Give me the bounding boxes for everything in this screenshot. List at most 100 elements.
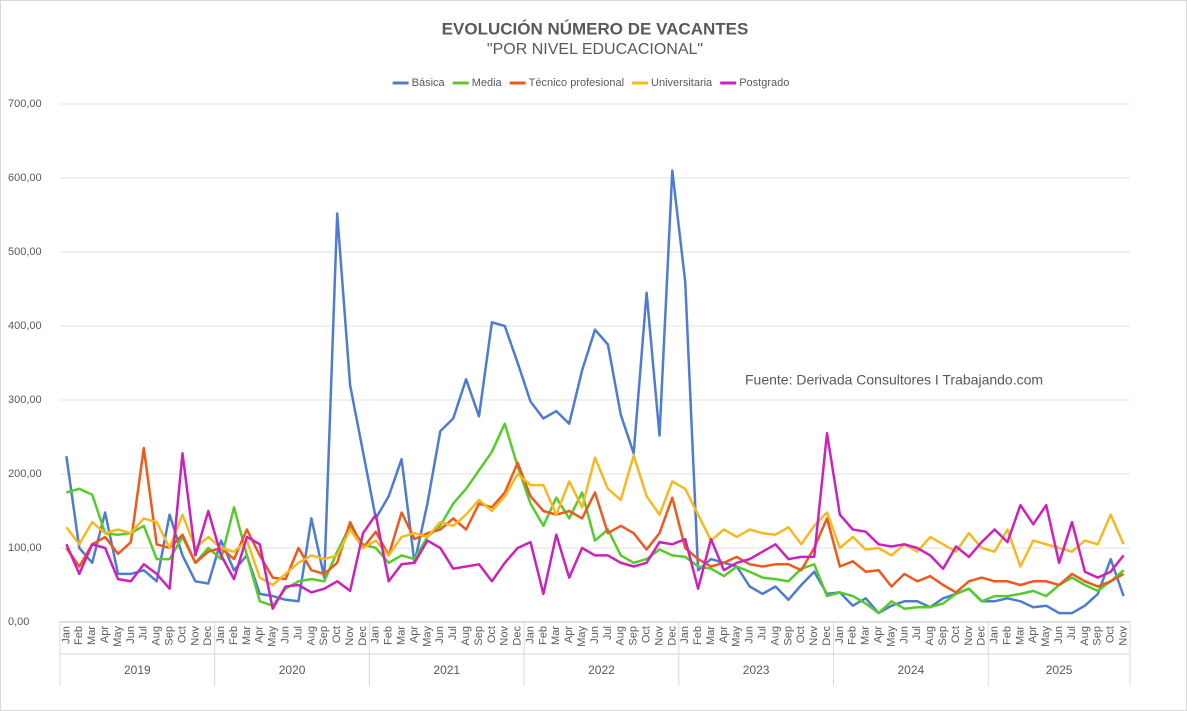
x-tick-label: Jan: [989, 626, 1001, 644]
y-tick-label: 600,00: [8, 172, 42, 184]
x-tick-label: Jan: [679, 626, 691, 644]
x-tick-label: Apr: [563, 626, 575, 643]
x-tick-label: Jan: [834, 626, 846, 644]
x-tick-label: Feb: [1001, 626, 1013, 645]
x-tick-label: Sep: [473, 626, 485, 646]
x-tick-label: Feb: [73, 626, 85, 645]
x-tick-label: Aug: [151, 626, 163, 646]
y-tick-label: 100,00: [8, 542, 42, 554]
x-tick-label: Jul: [447, 626, 459, 640]
y-tick-label: 700,00: [8, 98, 42, 110]
x-tick-label: Dec: [357, 626, 369, 646]
x-tick-label: Apr: [254, 626, 266, 643]
x-tick-label: Apr: [408, 626, 420, 643]
x-tick-label: Apr: [718, 626, 730, 643]
chart-title: EVOLUCIÓN NÚMERO DE VACANTES: [442, 19, 749, 38]
x-group-label: 2021: [433, 663, 460, 677]
x-tick-label: Nov: [499, 626, 511, 646]
y-tick-label: 500,00: [8, 246, 42, 258]
x-tick-label: Mar: [705, 626, 717, 645]
x-tick-label: Jul: [602, 626, 614, 640]
x-tick-label: Oct: [950, 626, 962, 643]
x-group-label: 2025: [1046, 663, 1073, 677]
x-tick-label: Jun: [744, 626, 756, 644]
x-tick-label: Sep: [628, 626, 640, 646]
x-tick-label: Oct: [486, 626, 498, 643]
x-tick-label: Jun: [434, 626, 446, 644]
x-tick-label: Oct: [1105, 626, 1117, 643]
x-tick-label: Jan: [524, 626, 536, 644]
x-tick-label: Aug: [1079, 626, 1091, 646]
x-tick-label: Feb: [537, 626, 549, 645]
x-tick-label: May: [885, 626, 897, 647]
x-tick-label: Dec: [666, 626, 678, 646]
x-tick-label: Jun: [280, 626, 292, 644]
series-line: [65, 169, 1125, 615]
x-tick-label: May: [576, 626, 588, 647]
x-group-label: 2023: [743, 663, 770, 677]
legend-label: Básica: [412, 77, 446, 89]
x-tick-label: Aug: [615, 626, 627, 646]
x-tick-label: Mar: [1014, 626, 1026, 645]
x-group-label: 2022: [588, 663, 615, 677]
x-tick-label: Mar: [860, 626, 872, 645]
x-tick-label: Jun: [1053, 626, 1065, 644]
x-tick-label: Nov: [963, 626, 975, 646]
x-tick-label: Jan: [215, 626, 227, 644]
x-tick-label: Apr: [99, 626, 111, 643]
x-tick-label: Jan: [370, 626, 382, 644]
x-tick-label: Jul: [292, 626, 304, 640]
legend-label: Universitaria: [651, 77, 713, 89]
x-tick-label: Sep: [937, 626, 949, 646]
x-tick-label: May: [267, 626, 279, 647]
x-tick-label: Dec: [202, 626, 214, 646]
x-tick-label: Feb: [383, 626, 395, 645]
x-tick-label: Jun: [898, 626, 910, 644]
legend-label: Técnico profesional: [529, 77, 624, 89]
x-tick-label: Jul: [756, 626, 768, 640]
x-tick-label: Oct: [640, 626, 652, 643]
x-tick-label: May: [112, 626, 124, 647]
x-tick-label: Jun: [125, 626, 137, 644]
x-tick-label: Aug: [305, 626, 317, 646]
x-tick-label: Nov: [653, 626, 665, 646]
series-line: [65, 432, 1125, 610]
x-tick-label: Feb: [847, 626, 859, 645]
x-tick-label: Jul: [138, 626, 150, 640]
x-tick-label: Aug: [769, 626, 781, 646]
x-tick-label: Mar: [550, 626, 562, 645]
legend-label: Media: [472, 77, 503, 89]
y-tick-label: 400,00: [8, 320, 42, 332]
annotation: Fuente: Derivada Consultores I Trabajand…: [745, 372, 1043, 388]
x-tick-label: Mar: [396, 626, 408, 645]
x-tick-label: Jun: [589, 626, 601, 644]
x-group-label: 2024: [897, 663, 924, 677]
x-tick-label: Sep: [163, 626, 175, 646]
x-tick-label: Nov: [808, 626, 820, 646]
series-line: [65, 454, 1125, 587]
x-tick-label: Oct: [331, 626, 343, 643]
y-tick-label: 200,00: [8, 468, 42, 480]
x-tick-label: Dec: [976, 626, 988, 646]
x-group-label: 2020: [279, 663, 306, 677]
y-tick-label: 0,00: [8, 616, 29, 628]
x-tick-label: Apr: [1027, 626, 1039, 643]
x-tick-label: Oct: [176, 626, 188, 643]
x-tick-label: Jan: [60, 626, 72, 644]
x-tick-label: Feb: [228, 626, 240, 645]
x-tick-label: Mar: [86, 626, 98, 645]
series-line: [65, 446, 1125, 594]
x-tick-label: Jul: [1066, 626, 1078, 640]
x-tick-label: Mar: [241, 626, 253, 645]
x-tick-label: Feb: [692, 626, 704, 645]
x-tick-label: Nov: [1117, 626, 1129, 646]
x-group-label: 2019: [124, 663, 151, 677]
x-tick-label: May: [731, 626, 743, 647]
x-tick-label: Aug: [460, 626, 472, 646]
x-tick-label: Sep: [782, 626, 794, 646]
x-tick-label: Aug: [924, 626, 936, 646]
x-tick-label: Nov: [189, 626, 201, 646]
x-tick-label: Dec: [512, 626, 524, 646]
